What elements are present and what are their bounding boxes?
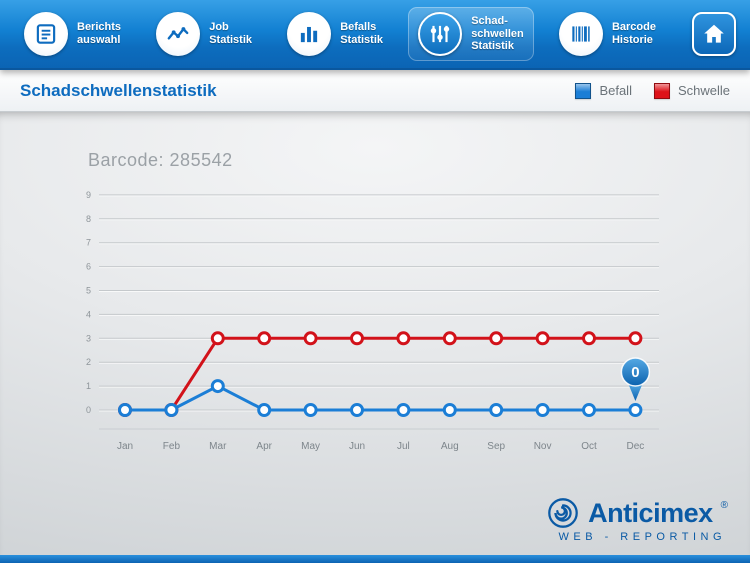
titlebar: Schadschwellenstatistik Befall Schwelle (0, 70, 750, 112)
svg-text:Jan: Jan (117, 441, 133, 452)
bar-chart-icon (287, 12, 332, 56)
nav-berichtsauswahl[interactable]: Berichts auswahl (14, 7, 131, 61)
main-nav: Berichts auswahl Job Statistik (14, 7, 666, 61)
nav-label: Job Statistik (209, 21, 253, 46)
befall-color-swatch (575, 82, 592, 99)
threshold-line-chart[interactable]: 0 1 2 3 4 5 6 7 8 9 Jan Feb Mar Apr May Jun Jul Aug Sep Nov… (55, 182, 695, 472)
line-chart-icon (156, 12, 201, 56)
svg-text:Oct: Oct (581, 441, 597, 452)
svg-text:Apr: Apr (256, 441, 272, 452)
svg-text:9: 9 (86, 190, 91, 200)
brand-name: Anticimex (588, 497, 713, 528)
nav-label: Befalls Statistik (340, 21, 383, 46)
nav-schadschwellen-statistik[interactable]: Schad- schwellen Statistik (408, 7, 534, 61)
brand-subtitle: WEB - REPORTING (558, 531, 726, 543)
schwelle-color-swatch (653, 82, 670, 99)
svg-text:1: 1 (86, 381, 91, 391)
nav-label: Schad- schwellen Statistik (471, 14, 524, 53)
svg-text:Nov: Nov (534, 441, 552, 452)
legend-label: Befall (599, 83, 632, 98)
brand-logo: Anticimex ® WEB - REPORTING (546, 496, 728, 543)
nav-label: Barcode Historie (611, 21, 656, 46)
nav-barcode-historie[interactable]: Barcode Historie (549, 7, 666, 61)
page-title: Schadschwellenstatistik (20, 80, 217, 100)
nav-label: Berichts auswahl (77, 21, 122, 46)
legend-item-schwelle: Schwelle (653, 82, 730, 99)
home-button[interactable] (692, 12, 736, 56)
sliders-icon (418, 12, 463, 56)
top-navigation-bar: Berichts auswahl Job Statistik (0, 0, 750, 70)
chart-area: Barcode: 285542 0 1 2 3 4 5 6 7 8 9 Jan Feb Mar Apr Ma… (0, 112, 750, 555)
svg-text:8: 8 (86, 214, 91, 224)
svg-text:Jun: Jun (349, 441, 365, 452)
legend-label: Schwelle (677, 83, 730, 98)
chart-legend: Befall Schwelle (553, 82, 730, 99)
svg-text:Jul: Jul (397, 441, 410, 452)
svg-text:Feb: Feb (163, 441, 181, 452)
home-icon (704, 24, 724, 43)
svg-text:7: 7 (86, 238, 91, 248)
svg-text:Aug: Aug (441, 441, 459, 452)
svg-text:May: May (301, 441, 320, 452)
svg-text:0: 0 (631, 364, 639, 381)
anticimex-logo-icon (548, 498, 578, 528)
svg-text:0: 0 (86, 405, 91, 415)
nav-job-statistik[interactable]: Job Statistik (146, 7, 262, 61)
svg-text:2: 2 (86, 357, 91, 367)
svg-text:6: 6 (86, 262, 91, 272)
svg-text:3: 3 (86, 333, 91, 343)
registered-mark: ® (720, 500, 728, 511)
svg-text:Sep: Sep (487, 441, 505, 452)
barcode-icon (558, 12, 603, 56)
svg-text:4: 4 (86, 309, 91, 319)
svg-text:5: 5 (86, 286, 91, 296)
nav-befalls-statistik[interactable]: Befalls Statistik (277, 7, 393, 61)
report-icon (24, 12, 68, 56)
legend-item-befall: Befall (575, 82, 632, 99)
chart-title: Barcode: 285542 (88, 150, 233, 170)
bottom-bar (0, 555, 750, 563)
svg-text:Mar: Mar (209, 441, 227, 452)
svg-text:Dec: Dec (627, 441, 645, 452)
